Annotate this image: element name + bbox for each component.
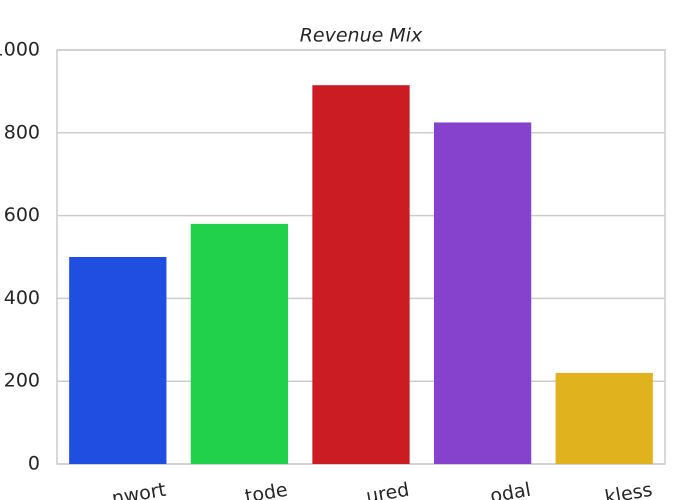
x-tick-label: odal: [489, 479, 533, 500]
bar: [555, 372, 653, 464]
x-tick-label: kless: [603, 479, 654, 500]
x-tick-label: nwort: [110, 479, 167, 500]
y-tick-label: 800: [4, 121, 40, 143]
y-tick-label: 400: [4, 287, 40, 309]
bar: [433, 122, 532, 464]
y-tick-label: 0: [28, 453, 40, 475]
y-tick-label: 600: [4, 204, 40, 226]
y-tick-label: 1000: [0, 39, 40, 61]
chart-title: Revenue Mix: [300, 25, 423, 47]
x-tick-label: tode: [243, 479, 289, 500]
bar: [190, 223, 289, 464]
x-tick-label: ured: [364, 479, 410, 500]
bar: [312, 85, 410, 464]
y-tick-label: 200: [4, 370, 40, 392]
bar: [69, 257, 167, 464]
